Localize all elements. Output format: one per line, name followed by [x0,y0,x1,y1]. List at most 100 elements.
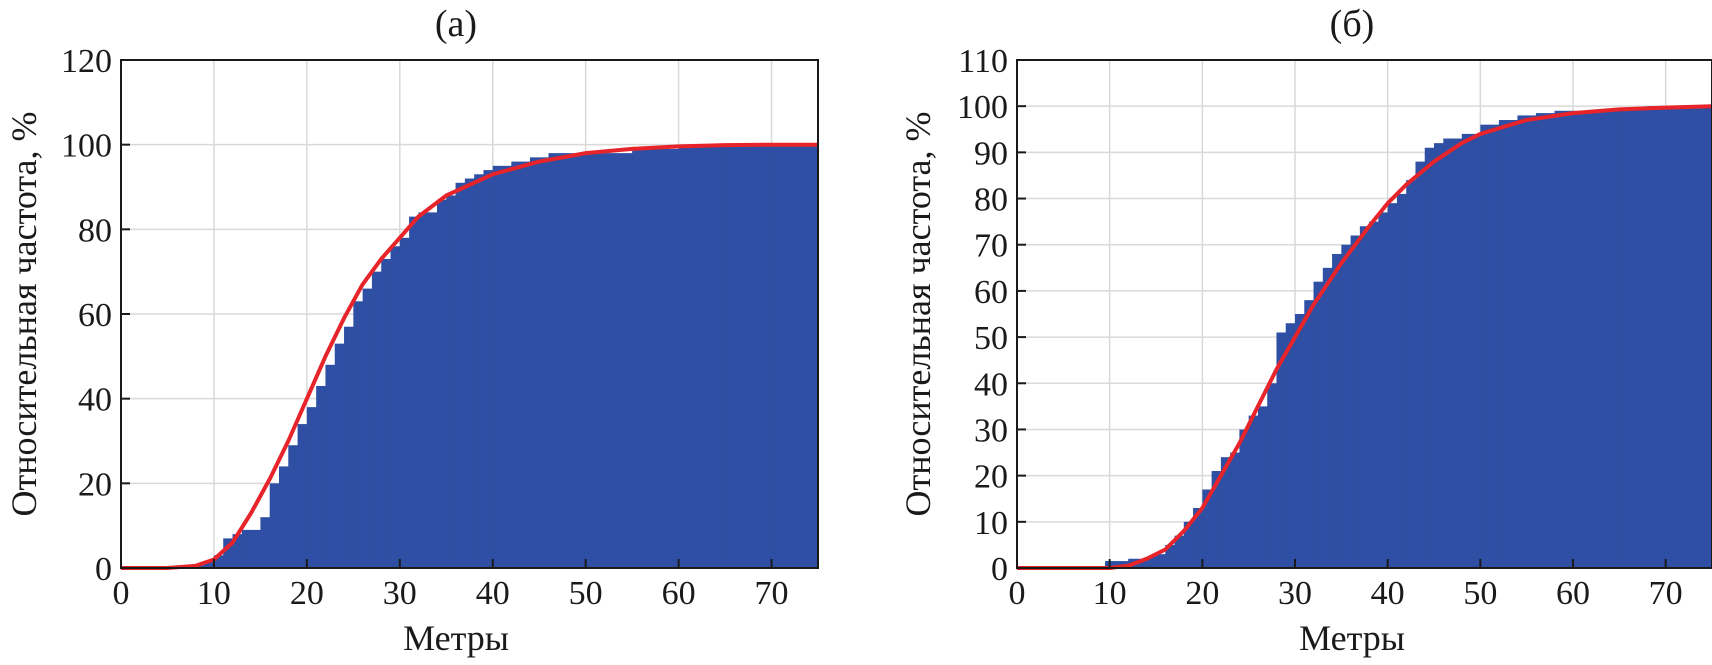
y-tick-label: 20 [974,459,1008,496]
chart-panel-a: (а) 0 10 20 30 40 50 60 70 0 20 40 60 80 100 120 Метры… [4,3,819,658]
x-tick-label: 10 [197,575,231,612]
cumulative-bar [223,538,234,568]
cumulative-bar [1480,124,1500,569]
cumulative-bar [771,144,819,568]
y-tick-label: 0 [991,551,1008,588]
x-tick-label: 70 [1649,575,1683,612]
chart-title: (а) [435,3,477,45]
cumulative-bar [297,424,308,568]
cumulative-bar [548,153,568,568]
y-tick-label: 40 [78,382,112,419]
cumulative-bar [1443,138,1463,568]
y-tick-label: 40 [974,366,1008,403]
cumulative-bar [455,182,466,568]
cumulative-bar [1554,110,1574,569]
axis-ticks: 0 10 20 30 40 50 60 70 0 20 40 60 80 100 120 [61,43,789,612]
y-tick-label: 80 [974,182,1008,219]
y-tick-label: 10 [974,505,1008,542]
cumulative-bar [725,145,773,568]
cumulative-bar [213,555,224,568]
cumulative-bar [1146,556,1157,568]
cumulative-bar [1665,106,1712,568]
cumulative-bar [269,483,280,568]
cumulative-bar [1498,120,1518,568]
cumulative-bar [1174,535,1185,568]
y-tick-label: 30 [974,412,1008,449]
cumulative-bar [1517,115,1537,568]
cumulative-bar [1619,108,1648,568]
y-tick-label: 120 [61,43,112,80]
cumulative-bar [1350,235,1361,568]
chart-panel-b: (б) 0 10 20 30 40 50 60 70010203040506070809010… [898,3,1712,658]
y-axis-label: Относительная частота, % [4,111,44,516]
cumulative-bar [1285,323,1296,568]
y-axis-label: Относительная частота, % [898,111,938,516]
cumulative-bar [492,165,512,569]
cumulative-bar [418,212,429,568]
cumulative-bar [1396,193,1407,568]
cumulative-bar [1332,253,1342,569]
y-tick-label: 60 [78,297,112,334]
cumulative-bar [371,271,382,568]
x-axis-label: Метры [403,618,509,658]
cumulative-bar [1193,507,1203,568]
y-tick-label: 20 [78,466,112,503]
cumulative-bar [567,153,587,568]
cumulative-bar [1359,226,1370,568]
cumulative-bar [483,170,494,569]
cumulative-bar [427,212,438,568]
x-tick-label: 60 [662,575,696,612]
cumulative-bar [344,326,354,568]
cumulative-bar [464,178,475,569]
x-tick-label: 30 [383,575,417,612]
cumulative-bar [260,517,271,568]
cumulative-bar [1434,143,1444,569]
fitted-curve [121,142,818,570]
y-tick-label: 100 [957,89,1008,126]
x-tick-label: 70 [755,575,789,612]
cumulative-bar [511,161,531,568]
cumulative-bar [1211,471,1222,568]
cumulative-bar [1202,489,1213,568]
y-tick-label: 100 [61,128,112,165]
x-tick-label: 40 [1371,575,1405,612]
cumulative-bar [1257,406,1268,568]
cumulative-bar [446,195,457,568]
y-tick-label: 0 [95,551,112,588]
cumulative-bar [1156,554,1166,568]
cumulative-bar [1105,561,1129,568]
cumulative-bar [1378,212,1389,568]
cumulative-bar [436,199,447,568]
cumulative-bar [325,364,336,568]
x-axis-label: Метры [1299,618,1405,658]
y-tick-label: 60 [974,274,1008,311]
cumulative-bar [1220,457,1231,568]
x-tick-label: 60 [1556,575,1590,612]
cumulative-bar [1647,106,1667,568]
cumulative-bar [1267,383,1278,568]
cumulative-bar [353,301,364,568]
y-tick-label: 50 [974,320,1008,357]
cumulative-bar [1304,300,1315,568]
cumulative-bar [1313,281,1324,568]
x-tick-label: 30 [1278,575,1312,612]
cumulative-bar [1461,133,1481,568]
cumulative-bar [316,385,327,568]
cumulative-bar [529,157,550,568]
cumulative-bar [334,343,345,568]
cumulative-bar [1415,161,1426,568]
x-tick-label: 40 [476,575,510,612]
x-tick-label: 50 [569,575,603,612]
plot-frame [1016,59,1712,569]
x-tick-label: 20 [290,575,324,612]
cumulative-bar [278,466,289,568]
x-tick-label: 10 [1093,575,1127,612]
cumulative-bar [1295,314,1305,568]
y-tick-label: 80 [78,212,112,249]
cumulative-bar [1406,180,1417,568]
y-tick-label: 110 [958,43,1008,80]
cumulative-bar [1239,429,1250,568]
cumulative-bar [1276,332,1287,568]
cumulative-bar [1387,203,1398,568]
